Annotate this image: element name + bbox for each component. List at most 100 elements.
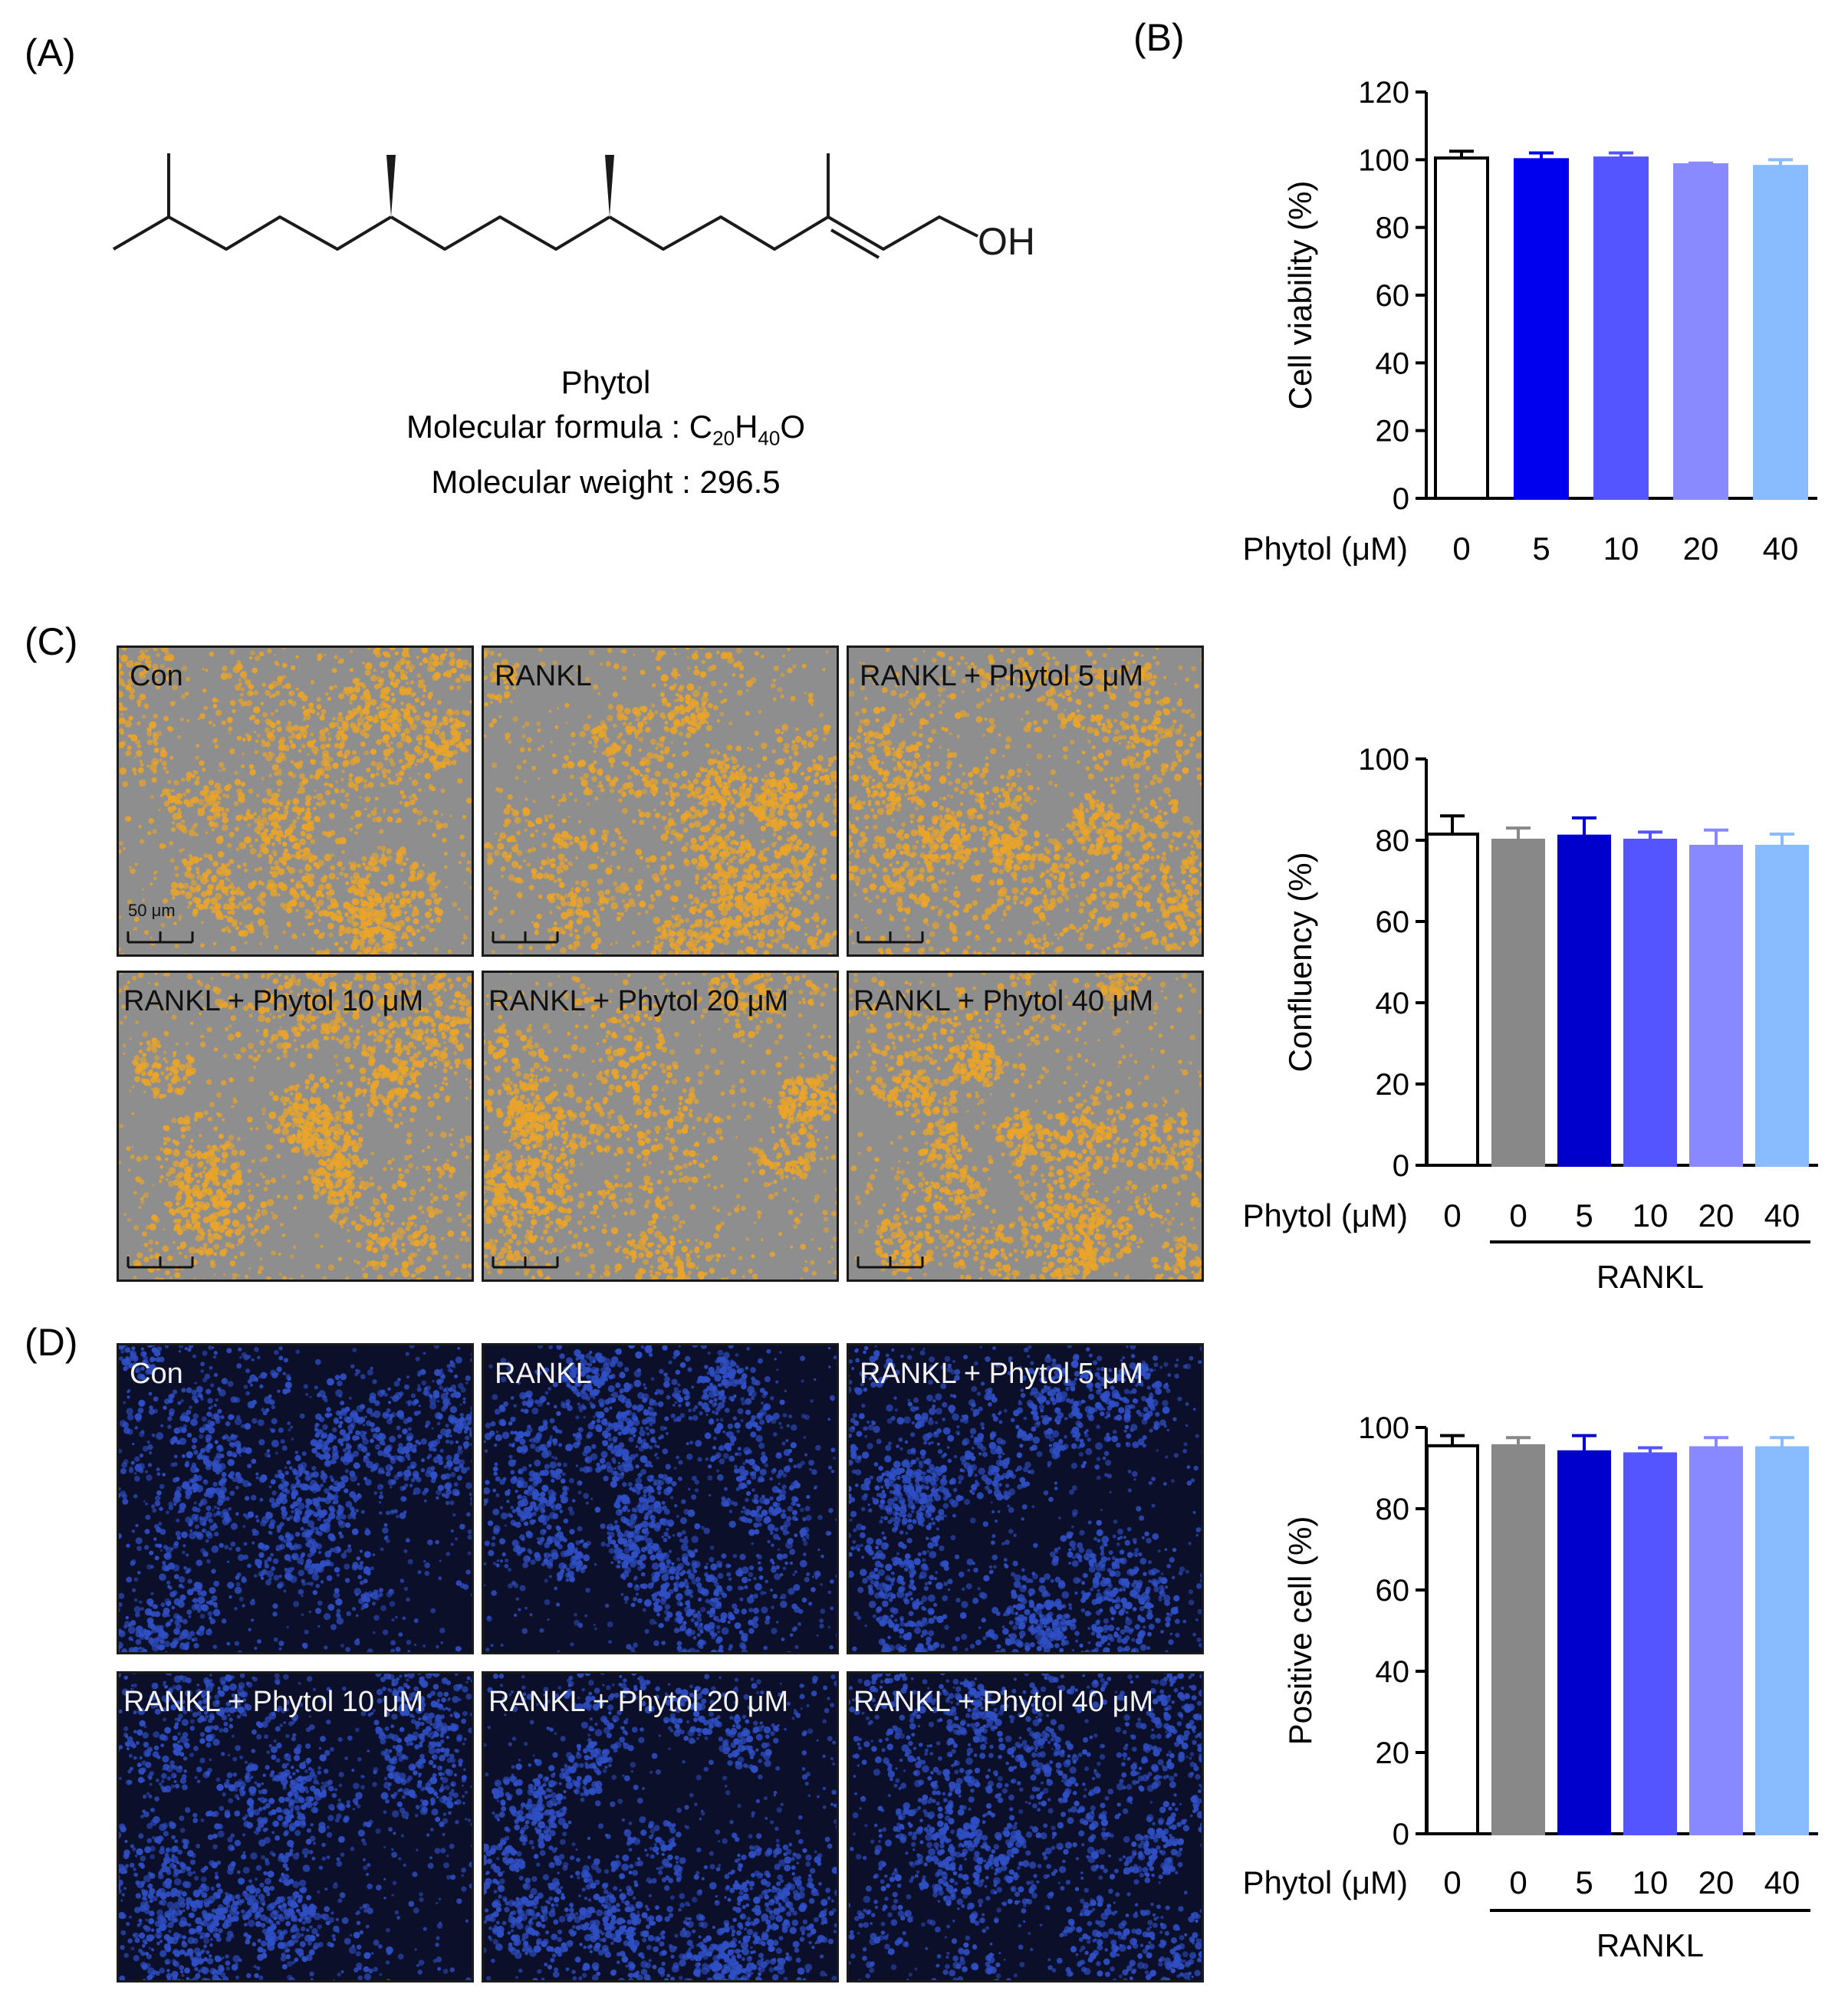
x-tick-label: 10 xyxy=(1603,531,1639,567)
y-axis-label: Cell viability (%) xyxy=(1282,181,1318,410)
panel-label-d: (D) xyxy=(25,1320,77,1365)
micrograph-label: RANKL + Phytol 10 μM xyxy=(123,985,423,1018)
micrograph-c-con: Con 50 μm xyxy=(117,646,474,957)
formula-c: C xyxy=(689,409,712,445)
x-tick-label: 0 xyxy=(1443,1864,1461,1900)
bar xyxy=(1593,156,1649,500)
bar xyxy=(1491,1444,1545,1835)
cell-texture xyxy=(484,1345,837,1652)
y-tick-label: 40 xyxy=(1376,347,1410,380)
formula-prefix: Molecular formula : xyxy=(406,409,689,445)
chart-cell-viability: 0 20 40 60 80 100 120 Cell viability (%) 0 5 10 20 4… xyxy=(1242,76,1817,567)
bar xyxy=(1623,1452,1677,1835)
micrograph-c-rankl-phytol-40: RANKL + Phytol 40 μM xyxy=(847,971,1204,1282)
phytol-structure: OH xyxy=(112,153,1035,263)
x-tick-label: 0 xyxy=(1452,531,1470,567)
bar xyxy=(1514,158,1569,500)
scale-bar xyxy=(127,1257,194,1269)
micrograph-d-rankl-phytol-20: RANKL + Phytol 20 μM xyxy=(482,1671,839,1983)
micrograph-label: RANKL + Phytol 20 μM xyxy=(488,1686,788,1719)
bar xyxy=(1753,165,1808,501)
bar xyxy=(1425,833,1479,1168)
y-tick-label: 40 xyxy=(1376,987,1410,1020)
cell-texture xyxy=(119,973,472,1280)
bar xyxy=(1755,1446,1809,1835)
bar xyxy=(1434,156,1489,500)
x-axis-label: Phytol (μM) xyxy=(1242,1864,1408,1900)
bar xyxy=(1755,844,1809,1167)
y-tick-label: 80 xyxy=(1376,1493,1410,1526)
x-tick-label: 40 xyxy=(1763,531,1799,567)
y-tick-label: 120 xyxy=(1358,76,1409,110)
y-tick-label: 60 xyxy=(1376,279,1410,313)
y-tick-label: 20 xyxy=(1376,1736,1410,1770)
micrograph-label: Con xyxy=(130,1358,183,1391)
y-tick-label: 60 xyxy=(1376,905,1410,939)
x-axis-label: Phytol (μM) xyxy=(1242,1197,1408,1234)
micrograph-c-rankl: RANKL xyxy=(482,646,839,957)
cell-texture xyxy=(119,648,472,954)
micrograph-d-con: Con xyxy=(117,1343,474,1654)
cell-texture xyxy=(849,1345,1202,1652)
y-tick-label: 100 xyxy=(1358,143,1409,177)
scale-bar: 50 μm xyxy=(127,901,196,947)
y-axis-label: Confluency (%) xyxy=(1282,852,1318,1072)
scale-bar-label: 50 μm xyxy=(128,901,176,921)
molecular-weight: Molecular weight : 296.5 xyxy=(291,460,920,504)
micrograph-label: RANKL + Phytol 20 μM xyxy=(488,985,788,1018)
formula-h: H xyxy=(735,409,758,445)
micrograph-d-rankl: RANKL xyxy=(482,1343,839,1654)
x-tick-label: 10 xyxy=(1633,1864,1669,1900)
bar xyxy=(1557,1450,1611,1836)
y-tick-label: 20 xyxy=(1376,415,1410,448)
y-tick-label: 0 xyxy=(1393,1149,1409,1183)
group-label: RANKL xyxy=(1596,1927,1704,1963)
x-tick-label: 5 xyxy=(1575,1197,1593,1234)
scale-bar xyxy=(857,1257,924,1269)
y-tick-label: 60 xyxy=(1376,1574,1410,1608)
micrograph-d-rankl-phytol-10: RANKL + Phytol 10 μM xyxy=(117,1671,474,1983)
scale-bar xyxy=(492,1257,559,1269)
x-axis-label: Phytol (μM) xyxy=(1242,531,1408,567)
x-tick-label: 0 xyxy=(1509,1864,1527,1900)
micrograph-label: RANKL xyxy=(495,1358,592,1391)
y-tick-label: 40 xyxy=(1376,1655,1410,1689)
x-tick-label: 40 xyxy=(1764,1197,1800,1234)
x-tick-label: 20 xyxy=(1698,1864,1735,1900)
micrograph-c-rankl-phytol-5: RANKL + Phytol 5 μM xyxy=(847,646,1204,957)
cell-texture xyxy=(849,648,1202,954)
scale-bar xyxy=(492,931,559,944)
structure-oh-label: OH xyxy=(978,220,1035,263)
y-tick-label: 80 xyxy=(1376,824,1410,858)
bar xyxy=(1557,834,1611,1167)
panel-label-c: (C) xyxy=(25,619,77,664)
x-tick-label: 0 xyxy=(1509,1197,1527,1234)
micrograph-c-rankl-phytol-20: RANKL + Phytol 20 μM xyxy=(482,971,839,1282)
y-tick-label: 0 xyxy=(1393,1818,1409,1851)
cell-texture xyxy=(484,973,837,1280)
formula-c-sub: 20 xyxy=(712,426,735,449)
x-tick-label: 5 xyxy=(1532,531,1550,567)
micrograph-label: RANKL + Phytol 10 μM xyxy=(123,1686,423,1719)
micrograph-d-rankl-phytol-40: RANKL + Phytol 40 μM xyxy=(847,1671,1204,1983)
cell-texture xyxy=(849,1674,1202,1980)
formula-h-sub: 40 xyxy=(758,426,780,449)
compound-name: Phytol xyxy=(291,360,920,405)
y-axis-label: Positive cell (%) xyxy=(1282,1516,1318,1746)
y-tick-label: 0 xyxy=(1393,482,1409,516)
bar xyxy=(1623,839,1677,1167)
x-tick-label: 20 xyxy=(1698,1197,1735,1234)
y-tick-label: 20 xyxy=(1376,1068,1410,1102)
x-tick-label: 5 xyxy=(1575,1864,1593,1900)
bar xyxy=(1425,1444,1479,1835)
cell-texture xyxy=(119,1345,472,1652)
x-tick-label: 40 xyxy=(1764,1864,1800,1900)
micrograph-label: RANKL + Phytol 5 μM xyxy=(860,660,1143,693)
micrograph-label: RANKL + Phytol 40 μM xyxy=(853,985,1153,1018)
bar xyxy=(1491,839,1545,1167)
cell-texture xyxy=(484,648,837,954)
y-tick-label: 80 xyxy=(1376,212,1410,245)
micrograph-label: RANKL xyxy=(495,660,592,693)
micrograph-c-rankl-phytol-10: RANKL + Phytol 10 μM xyxy=(117,971,474,1282)
